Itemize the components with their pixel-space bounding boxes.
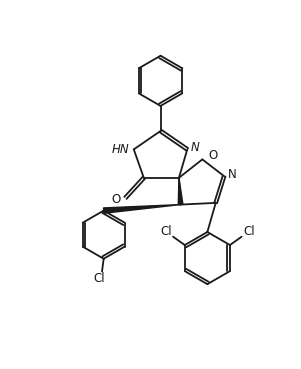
Polygon shape: [178, 178, 183, 205]
Polygon shape: [104, 204, 181, 213]
Text: N: N: [191, 141, 199, 154]
Text: O: O: [111, 193, 120, 206]
Text: Cl: Cl: [243, 225, 255, 238]
Text: HN: HN: [112, 143, 130, 156]
Text: Cl: Cl: [94, 272, 105, 285]
Text: O: O: [208, 149, 218, 162]
Text: N: N: [228, 168, 237, 181]
Text: Cl: Cl: [160, 225, 172, 238]
